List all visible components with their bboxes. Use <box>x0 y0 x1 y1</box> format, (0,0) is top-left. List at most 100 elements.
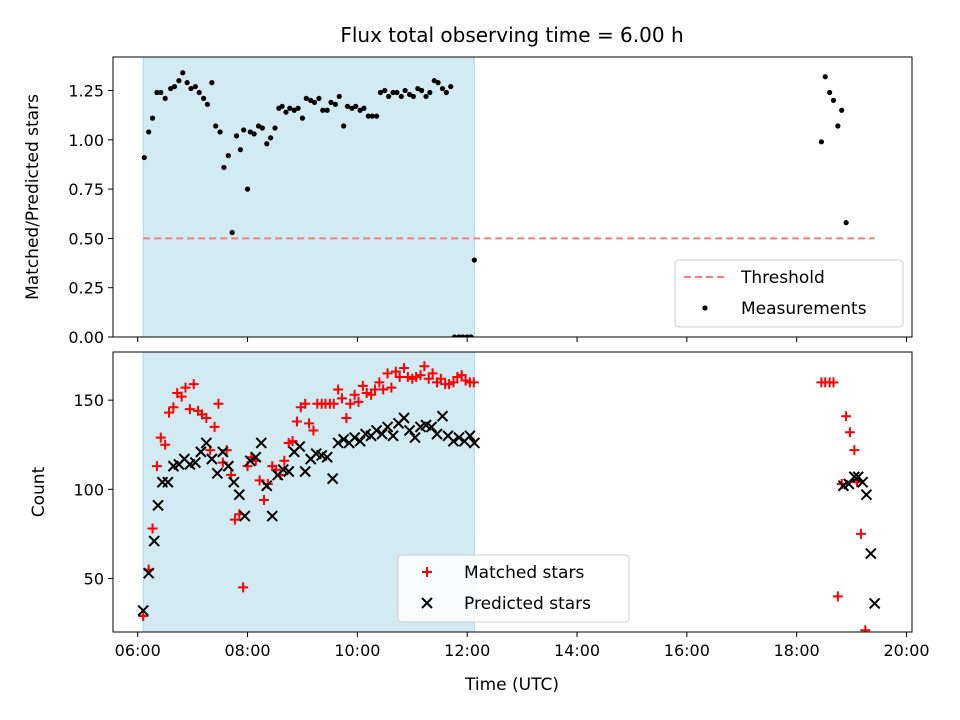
measurement-point <box>146 129 152 135</box>
predicted-star-marker <box>200 437 213 449</box>
predicted-star-marker <box>266 510 278 522</box>
predicted-star-marker <box>195 446 207 458</box>
y-tick-label: 0.25 <box>68 279 104 298</box>
measurement-point <box>353 103 359 109</box>
y-tick-label: 100 <box>73 480 104 499</box>
legend-predicted-swatch <box>421 597 433 609</box>
x-tick-label: 08:00 <box>224 641 270 660</box>
matched-star-marker <box>259 495 270 506</box>
observing-span <box>142 56 475 338</box>
predicted-star-marker <box>337 433 350 446</box>
measurement-point <box>369 113 375 119</box>
measurement-point <box>419 87 425 94</box>
chart-title: Flux total observing time = 6.00 h <box>340 23 683 47</box>
measurement-point <box>255 123 262 129</box>
matched-star-marker <box>456 370 467 381</box>
measurement-point <box>357 107 363 113</box>
measurement-point <box>213 123 219 129</box>
matched-star-marker <box>279 455 290 466</box>
measurement-point <box>835 123 841 129</box>
y-axis-label: Count <box>29 466 49 517</box>
matched-star-marker <box>828 377 839 388</box>
predicted-star-marker <box>376 428 388 440</box>
top-panel: 0.00 0.25 0.50 0.75 1.00 1.25 Matched/Predicte… <box>23 56 913 347</box>
predicted-star-marker <box>332 437 344 449</box>
matched-star-marker <box>419 361 430 372</box>
measurement-point <box>818 139 824 145</box>
measurement-point <box>394 89 400 96</box>
axes-frame <box>112 56 913 338</box>
plot-area <box>141 70 875 337</box>
matched-star-marker <box>411 371 422 382</box>
measurement-point <box>843 220 849 226</box>
predicted-star-marker <box>162 476 174 488</box>
measurement-point <box>431 78 437 84</box>
measurement-point <box>162 95 168 102</box>
measurement-point <box>361 105 367 111</box>
predicted-star-marker <box>409 431 421 444</box>
measurement-point <box>344 103 351 109</box>
predicted-star-marker <box>152 499 164 512</box>
measurement-point <box>308 97 314 103</box>
measurement-point <box>251 131 257 137</box>
matched-star-marker <box>444 379 455 390</box>
y-tick-label: 0.00 <box>68 328 104 347</box>
measurement-point <box>390 89 396 96</box>
bottom-panel: 50 100 150 06:00 08:00 10:00 12:00 14:00 16:00 18… <box>29 351 930 660</box>
matched-star-marker <box>304 418 315 429</box>
matched-star-marker <box>341 412 352 423</box>
predicted-star-marker <box>244 455 256 467</box>
measurement-point <box>241 127 247 133</box>
measurement-point <box>272 125 278 131</box>
predicted-star-marker <box>403 424 416 437</box>
predicted-star-marker <box>354 435 366 447</box>
matched-star-marker <box>349 389 360 400</box>
measurement-point <box>237 147 244 153</box>
measurement-point <box>451 334 458 337</box>
matched-star-marker <box>300 398 311 409</box>
measurement-point <box>259 125 265 131</box>
predicted-star-marker <box>137 604 149 617</box>
matched-star-marker <box>374 377 385 388</box>
predicted-star-marker <box>206 453 218 465</box>
matched-star-marker <box>832 591 843 602</box>
predicted-star-marker <box>211 467 224 479</box>
measurement-point <box>188 85 194 92</box>
measurement-point <box>244 186 251 192</box>
x-tick-label: 20:00 <box>883 641 929 660</box>
predicted-star-marker <box>233 488 246 501</box>
predicted-star-marker <box>148 535 160 547</box>
matched-star-marker <box>366 389 377 400</box>
predicted-star-marker <box>843 478 855 490</box>
measurement-point <box>295 105 301 111</box>
matched-star-marker <box>336 393 347 404</box>
measurement-point <box>168 85 174 92</box>
predicted-star-marker <box>431 428 443 440</box>
matched-star-marker <box>382 368 393 379</box>
measurement-point <box>328 99 334 105</box>
measurement-point <box>402 87 408 94</box>
matched-star-marker <box>378 384 389 395</box>
measurement-point <box>827 89 833 96</box>
matched-star-marker <box>849 445 860 456</box>
matched-star-marker <box>460 375 471 386</box>
y-tick-label: 150 <box>73 391 104 410</box>
matched-star-marker <box>399 363 410 374</box>
measurement-point <box>336 93 342 100</box>
matched-star-marker <box>423 373 434 384</box>
measurement-point <box>377 89 384 96</box>
legend-predicted-label: Predicted stars <box>464 594 591 614</box>
measurement-point <box>154 89 160 96</box>
y-tick-label: 0.50 <box>68 229 104 248</box>
predicted-star-marker <box>299 465 311 478</box>
matched-star-marker <box>841 411 852 422</box>
measurement-point <box>171 83 178 90</box>
matched-star-marker <box>287 436 298 447</box>
predicted-star-marker <box>436 410 449 422</box>
predicted-star-marker <box>189 456 202 469</box>
measurement-point <box>180 70 186 76</box>
measurement-point <box>398 93 404 100</box>
x-tick-label: 16:00 <box>664 641 710 660</box>
predicted-star-marker <box>468 437 481 449</box>
predicted-star-marker <box>425 421 438 433</box>
